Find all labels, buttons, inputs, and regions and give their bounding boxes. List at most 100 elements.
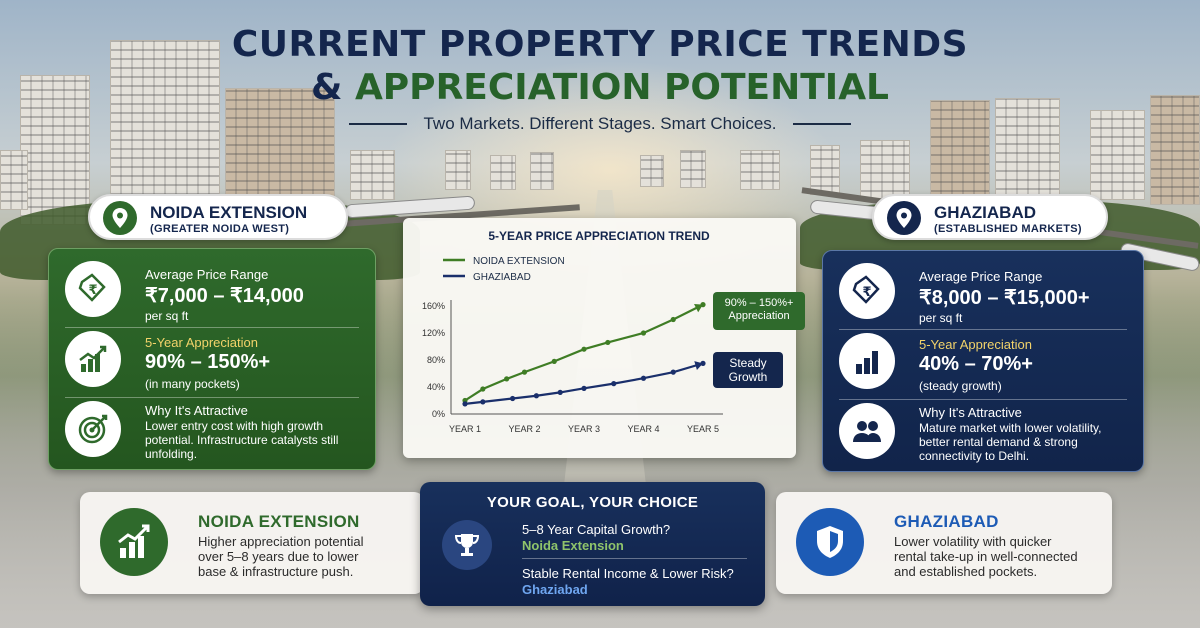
ghaziabad-subname: (ESTABLISHED MARKETS) — [934, 223, 1082, 235]
tower — [860, 140, 910, 200]
subtitle-row: Two Markets. Different Stages. Smart Cho… — [0, 114, 1200, 134]
data-point — [551, 358, 557, 364]
x-tick-label: YEAR 3 — [568, 424, 600, 434]
ghaziabad-why-text: Mature market with lower volatility, bet… — [919, 421, 1102, 463]
chart-canvas: 5-YEAR PRICE APPRECIATION TREND NOIDA EX… — [422, 229, 723, 434]
chart-series — [462, 302, 706, 407]
callout-line-2: Growth — [728, 370, 768, 384]
goal-title: YOUR GOAL, YOUR CHOICE — [486, 494, 699, 511]
callout-line-2: Appreciation — [728, 310, 790, 322]
data-point — [504, 376, 510, 382]
noida-appreciation-note: (in many pockets) — [145, 377, 240, 391]
divider — [839, 329, 1127, 330]
target-icon — [65, 401, 121, 457]
title-line-2-text: APPRECIATION POTENTIAL — [342, 67, 889, 108]
ghaziabad-summary-card: GHAZIABAD Lower volatility with quicker … — [776, 492, 1112, 594]
ghaziabad-name: GHAZIABAD — [934, 203, 1036, 222]
x-tick-label: YEAR 5 — [687, 424, 719, 434]
tower — [930, 100, 990, 200]
ghaziabad-why-label: Why It's Attractive — [919, 405, 1022, 420]
growth-bars-icon — [65, 331, 121, 387]
bar-chart-icon — [839, 333, 895, 389]
ghaziabad-appreciation-note: (steady growth) — [919, 379, 1002, 393]
people-icon — [839, 403, 895, 459]
series-arrowhead — [694, 361, 703, 371]
ghaziabad-summary-line: rental take-up in well-connected — [894, 549, 1078, 564]
divider — [839, 399, 1127, 400]
noida-info-card: ₹ Average Price Range ₹7,000 – ₹14,000 p… — [48, 248, 376, 470]
title-ampersand: & — [311, 67, 343, 108]
rupee-tag-icon: ₹ — [839, 263, 895, 319]
ghaziabad-price-row: ₹ Average Price Range ₹8,000 – ₹15,000+ … — [823, 263, 1143, 327]
noida-summary-line: base & infrastructure push. — [198, 564, 354, 579]
goal-question-1: 5–8 Year Capital Growth? — [522, 522, 671, 537]
ghaziabad-appreciation-value: 40% – 70%+ — [919, 353, 1033, 375]
ghaziabad-price-unit: per sq ft — [919, 311, 963, 325]
tower — [995, 98, 1060, 198]
x-tick-label: YEAR 4 — [627, 424, 659, 434]
ghaziabad-why-row: Why It's Attractive Mature market with l… — [823, 403, 1143, 469]
ghaziabad-summary-line: Lower volatility with quicker — [894, 534, 1052, 549]
data-point — [640, 330, 647, 336]
data-point — [557, 389, 563, 395]
shield-icon — [796, 508, 864, 576]
tower — [530, 152, 554, 190]
data-point — [533, 393, 539, 399]
ghaziabad-appreciation-row: 5-Year Appreciation 40% – 70%+ (steady g… — [823, 333, 1143, 397]
series-line — [464, 303, 704, 402]
data-point — [462, 401, 468, 407]
page-title-line-2: & APPRECIATION POTENTIAL — [0, 66, 1200, 110]
noida-price-value: ₹7,000 – ₹14,000 — [145, 285, 304, 307]
ghaziabad-price-value: ₹8,000 – ₹15,000+ — [919, 287, 1090, 309]
noida-price-unit: per sq ft — [145, 309, 189, 323]
tower — [0, 150, 28, 210]
noida-why-label: Why It's Attractive — [145, 403, 248, 418]
tower — [1090, 110, 1145, 200]
callout-line-1: 90% – 150%+ — [724, 297, 794, 309]
location-pin-icon — [886, 200, 922, 236]
divider — [522, 558, 747, 559]
noida-summary-card: NOIDA EXTENSION Higher appreciation pote… — [80, 492, 424, 594]
svg-text:₹: ₹ — [88, 283, 97, 298]
divider — [349, 123, 408, 125]
noida-price-row: ₹ Average Price Range ₹7,000 – ₹14,000 p… — [49, 261, 375, 325]
trophy-icon — [442, 520, 492, 570]
svg-text:₹: ₹ — [862, 285, 871, 300]
data-point — [480, 386, 486, 392]
data-point — [670, 369, 676, 375]
ghaziabad-label-pill: GHAZIABAD (ESTABLISHED MARKETS) — [872, 194, 1108, 240]
ghaziabad-price-label: Average Price Range — [919, 269, 1043, 284]
noida-callout: 90% – 150%+ Appreciation — [713, 292, 805, 330]
divider — [792, 123, 851, 125]
series-line — [464, 362, 704, 405]
noida-appreciation-row: 5-Year Appreciation 90% – 150%+ (in many… — [49, 331, 375, 395]
y-tick-label: 120% — [422, 328, 445, 338]
ghaziabad-summary-line: and established pockets. — [894, 564, 1038, 579]
data-point — [510, 395, 516, 402]
tower — [1150, 95, 1200, 205]
ghaziabad-callout: Steady Growth — [713, 352, 783, 388]
x-tick-label: YEAR 2 — [508, 424, 540, 434]
rupee-tag-icon: ₹ — [65, 261, 121, 317]
goal-answer-1: Noida Extension — [522, 538, 624, 553]
tower — [680, 150, 706, 188]
data-point — [521, 369, 528, 375]
data-point — [605, 339, 611, 346]
data-point — [581, 385, 587, 391]
growth-bars-icon — [100, 508, 168, 576]
chart-axes: 0% 40% 80% 120% 160% YEAR 1 YEAR 2 YEAR 3 YEAR 4… — [422, 300, 723, 434]
tower — [350, 150, 395, 200]
noida-appreciation-value: 90% – 150%+ — [145, 351, 271, 373]
y-tick-label: 40% — [427, 382, 445, 392]
tower — [740, 150, 780, 190]
page-header: CURRENT PROPERTY PRICE TRENDS & APPRECIA… — [0, 24, 1200, 134]
data-point — [480, 399, 486, 405]
tower — [445, 150, 471, 190]
noida-appreciation-label: 5-Year Appreciation — [145, 335, 258, 350]
noida-price-label: Average Price Range — [145, 267, 269, 282]
legend-label: NOIDA EXTENSION — [473, 256, 565, 267]
tower — [810, 145, 840, 195]
noida-subname: (GREATER NOIDA WEST) — [150, 223, 290, 235]
page-subtitle: Two Markets. Different Stages. Smart Cho… — [423, 114, 777, 133]
goal-question-2: Stable Rental Income & Lower Risk? — [522, 566, 734, 581]
